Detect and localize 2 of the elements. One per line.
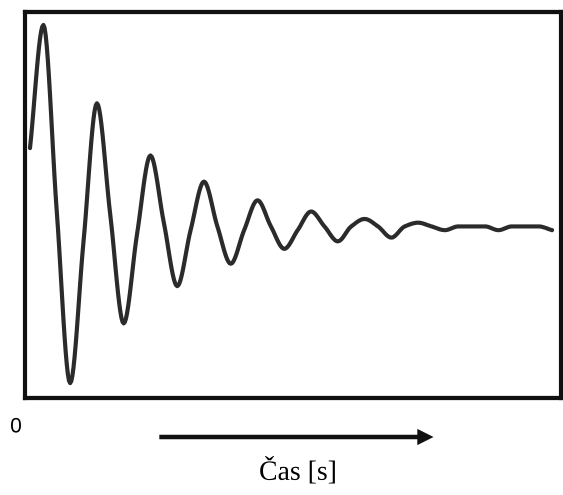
text: 0: [11, 418, 21, 433]
x-axis-title: Čas [s]: [260, 456, 335, 484]
